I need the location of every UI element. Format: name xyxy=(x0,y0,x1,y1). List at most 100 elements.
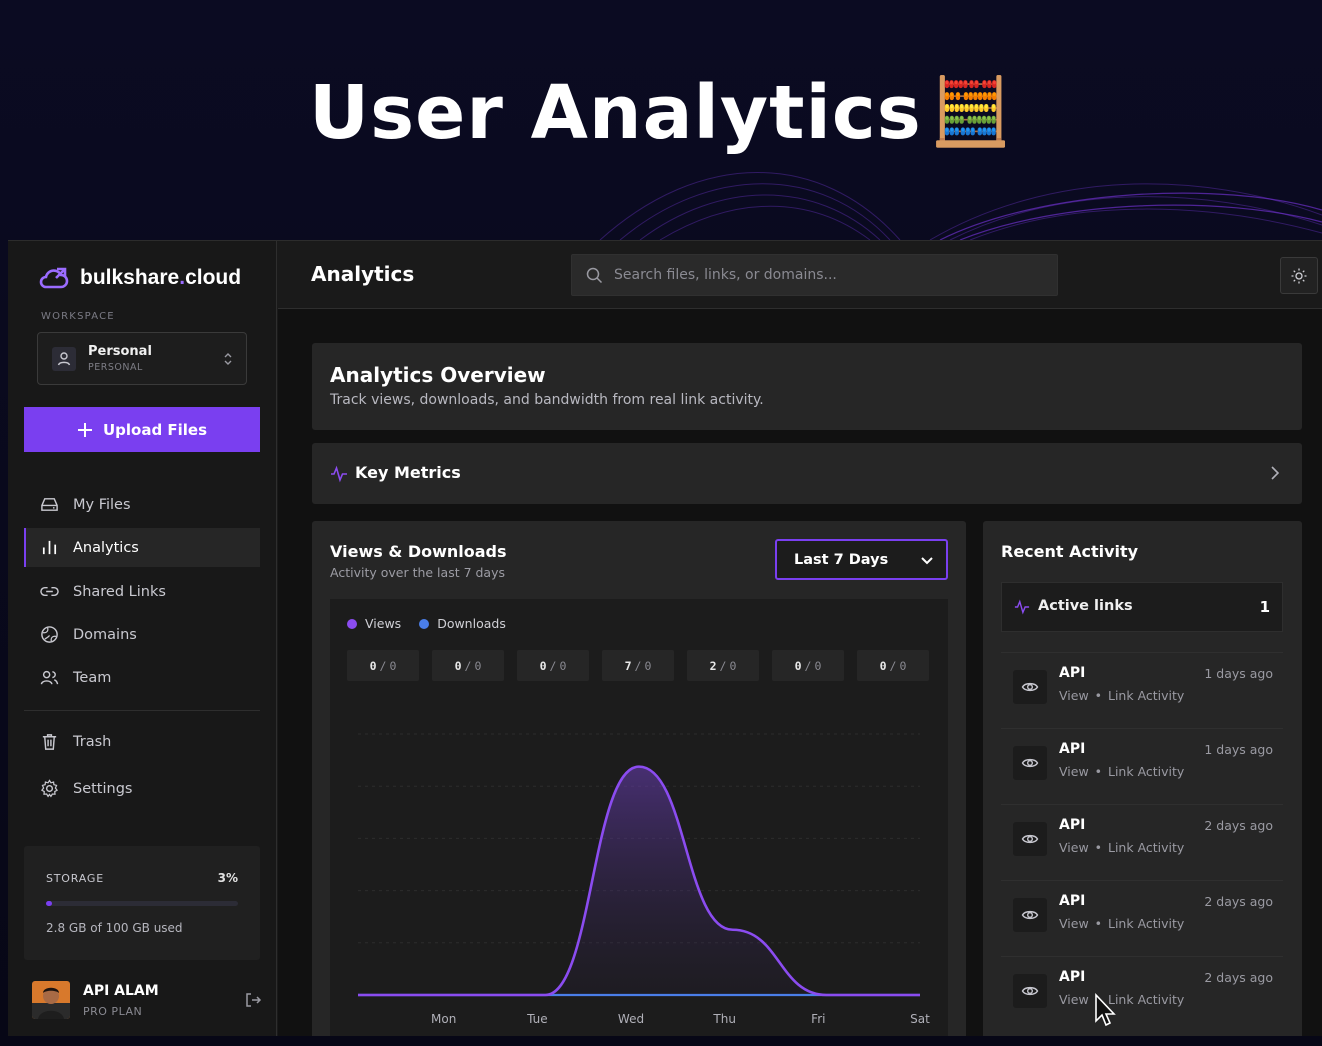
daily-count-pill: 2/0 xyxy=(687,650,759,681)
sidebar-item-settings[interactable]: Settings xyxy=(24,769,260,808)
plus-icon xyxy=(77,422,92,437)
chevron-down-icon xyxy=(921,557,933,565)
sidebar-item-trash[interactable]: Trash xyxy=(24,722,260,761)
activity-separator: • xyxy=(1090,764,1106,779)
active-links-count: 1 xyxy=(1259,598,1270,616)
upload-files-button[interactable]: Upload Files xyxy=(24,407,260,452)
activity-title: API xyxy=(1059,665,1086,681)
activity-separator: • xyxy=(1090,916,1106,931)
abacus-icon: 🧮 xyxy=(929,73,1013,150)
storage-progress-bar xyxy=(46,901,238,906)
activity-title: API xyxy=(1059,817,1086,833)
activity-title: API xyxy=(1059,893,1086,909)
sidebar-item-analytics[interactable]: Analytics xyxy=(24,528,260,567)
date-range-dropdown[interactable]: Last 7 Days xyxy=(775,539,948,580)
views-downloads-card: Views & Downloads Activity over the last… xyxy=(312,521,966,1036)
x-tick-label: Wed xyxy=(618,1012,644,1026)
sidebar-item-team[interactable]: Team xyxy=(24,658,260,697)
activity-subtitle: View • Link Activity xyxy=(1059,992,1184,1007)
storage-progress-fill xyxy=(46,901,52,906)
eye-icon xyxy=(1021,758,1039,768)
activity-time: 1 days ago xyxy=(1204,666,1273,681)
pill-separator: / xyxy=(889,658,897,673)
sidebar-item-label: My Files xyxy=(73,496,131,513)
workspace-type: PERSONAL xyxy=(88,362,143,373)
activity-subtitle: View • Link Activity xyxy=(1059,688,1184,703)
daily-downloads-value: 0 xyxy=(559,658,567,673)
brand[interactable]: bulkshare.cloud xyxy=(38,265,241,291)
daily-count-pill: 0/0 xyxy=(857,650,929,681)
active-links-row[interactable]: Active links 1 xyxy=(1001,582,1283,632)
sidebar-divider xyxy=(24,710,260,711)
sidebar-item-domains[interactable]: Domains xyxy=(24,615,260,654)
sidebar-item-shared-links[interactable]: Shared Links xyxy=(24,572,260,611)
activity-item[interactable]: API View • Link Activity 1 days ago xyxy=(1001,652,1283,720)
upload-files-label: Upload Files xyxy=(102,420,208,439)
active-links-label: Active links xyxy=(1038,598,1133,614)
daily-views-value: 0 xyxy=(539,658,547,673)
gear-icon xyxy=(40,779,59,798)
user-profile[interactable]: API ALAM PRO PLAN xyxy=(32,981,262,1021)
eye-icon xyxy=(1021,834,1039,844)
daily-views-value: 7 xyxy=(624,658,632,673)
users-icon xyxy=(40,670,59,685)
key-metrics-section[interactable]: Key Metrics xyxy=(312,443,1302,504)
eye-icon-box xyxy=(1013,822,1047,856)
brand-name-main: bulkshare xyxy=(80,266,180,289)
recent-activity-card: Recent Activity Active links 1 API View •… xyxy=(983,521,1302,1036)
storage-card: STORAGE 3% 2.8 GB of 100 GB used xyxy=(24,846,260,960)
daily-counts-row: 0/0 0/0 0/0 7/0 2/0 0/0 0/0 xyxy=(347,650,929,681)
user-plan: PRO PLAN xyxy=(83,1005,143,1018)
views-downloads-title: Views & Downloads xyxy=(330,542,507,561)
workspace-label: WORKSPACE xyxy=(41,311,115,322)
views-downloads-chart: Mon Tue Wed Thu Fri Sat xyxy=(357,733,930,1026)
sidebar-item-my-files[interactable]: My Files xyxy=(24,485,260,524)
link-icon xyxy=(40,586,59,597)
pill-separator: / xyxy=(634,658,642,673)
activity-action: View xyxy=(1059,916,1089,931)
logout-icon[interactable] xyxy=(244,991,262,1009)
cloud-share-logo-icon xyxy=(39,267,69,289)
daily-count-pill: 0/0 xyxy=(772,650,844,681)
activity-time: 2 days ago xyxy=(1204,818,1273,833)
pill-separator: / xyxy=(379,658,387,673)
daily-count-pill: 7/0 xyxy=(602,650,674,681)
eye-icon xyxy=(1021,682,1039,692)
activity-type: Link Activity xyxy=(1108,916,1185,931)
eye-icon-box xyxy=(1013,974,1047,1008)
brand-name-dot: . xyxy=(179,266,186,289)
workspace-selector[interactable]: Personal PERSONAL xyxy=(37,332,247,385)
activity-item[interactable]: API View • Link Activity 2 days ago xyxy=(1001,804,1283,872)
legend-downloads-label: Downloads xyxy=(437,616,506,631)
main-content: Analytics Overview Track views, download… xyxy=(278,309,1322,1036)
activity-item[interactable]: API View • Link Activity 2 days ago xyxy=(1001,880,1283,948)
eye-icon-box xyxy=(1013,746,1047,780)
search-icon xyxy=(586,267,603,284)
legend-views-label: Views xyxy=(365,616,402,631)
trash-icon xyxy=(42,734,57,750)
activity-subtitle: View • Link Activity xyxy=(1059,840,1184,855)
activity-item[interactable]: API View • Link Activity 1 days ago xyxy=(1001,728,1283,796)
activity-item[interactable]: API View • Link Activity 2 days ago xyxy=(1001,956,1283,1024)
eye-icon-box xyxy=(1013,898,1047,932)
legend-downloads: Downloads xyxy=(419,616,506,631)
views-area xyxy=(358,766,920,995)
search-box[interactable] xyxy=(571,254,1058,296)
pill-separator: / xyxy=(464,658,472,673)
sidebar-item-label: Domains xyxy=(73,626,137,643)
chevron-updown-icon xyxy=(224,353,232,365)
app-window: bulkshare.cloud WORKSPACE Personal PERSO… xyxy=(8,240,1322,1036)
search-input[interactable] xyxy=(614,255,1044,295)
activity-type: Link Activity xyxy=(1108,992,1185,1007)
eye-icon-box xyxy=(1013,670,1047,704)
theme-toggle-button[interactable] xyxy=(1280,257,1318,294)
date-range-label: Last 7 Days xyxy=(794,551,889,568)
chart-legend: Views Downloads xyxy=(347,616,506,631)
views-line xyxy=(357,765,920,997)
key-metrics-title: Key Metrics xyxy=(355,463,461,482)
daily-count-pill: 0/0 xyxy=(347,650,419,681)
activity-time: 2 days ago xyxy=(1204,970,1273,985)
topbar: Analytics xyxy=(278,241,1322,309)
sidebar-item-label: Shared Links xyxy=(73,583,166,600)
overview-title: Analytics Overview xyxy=(330,363,546,387)
